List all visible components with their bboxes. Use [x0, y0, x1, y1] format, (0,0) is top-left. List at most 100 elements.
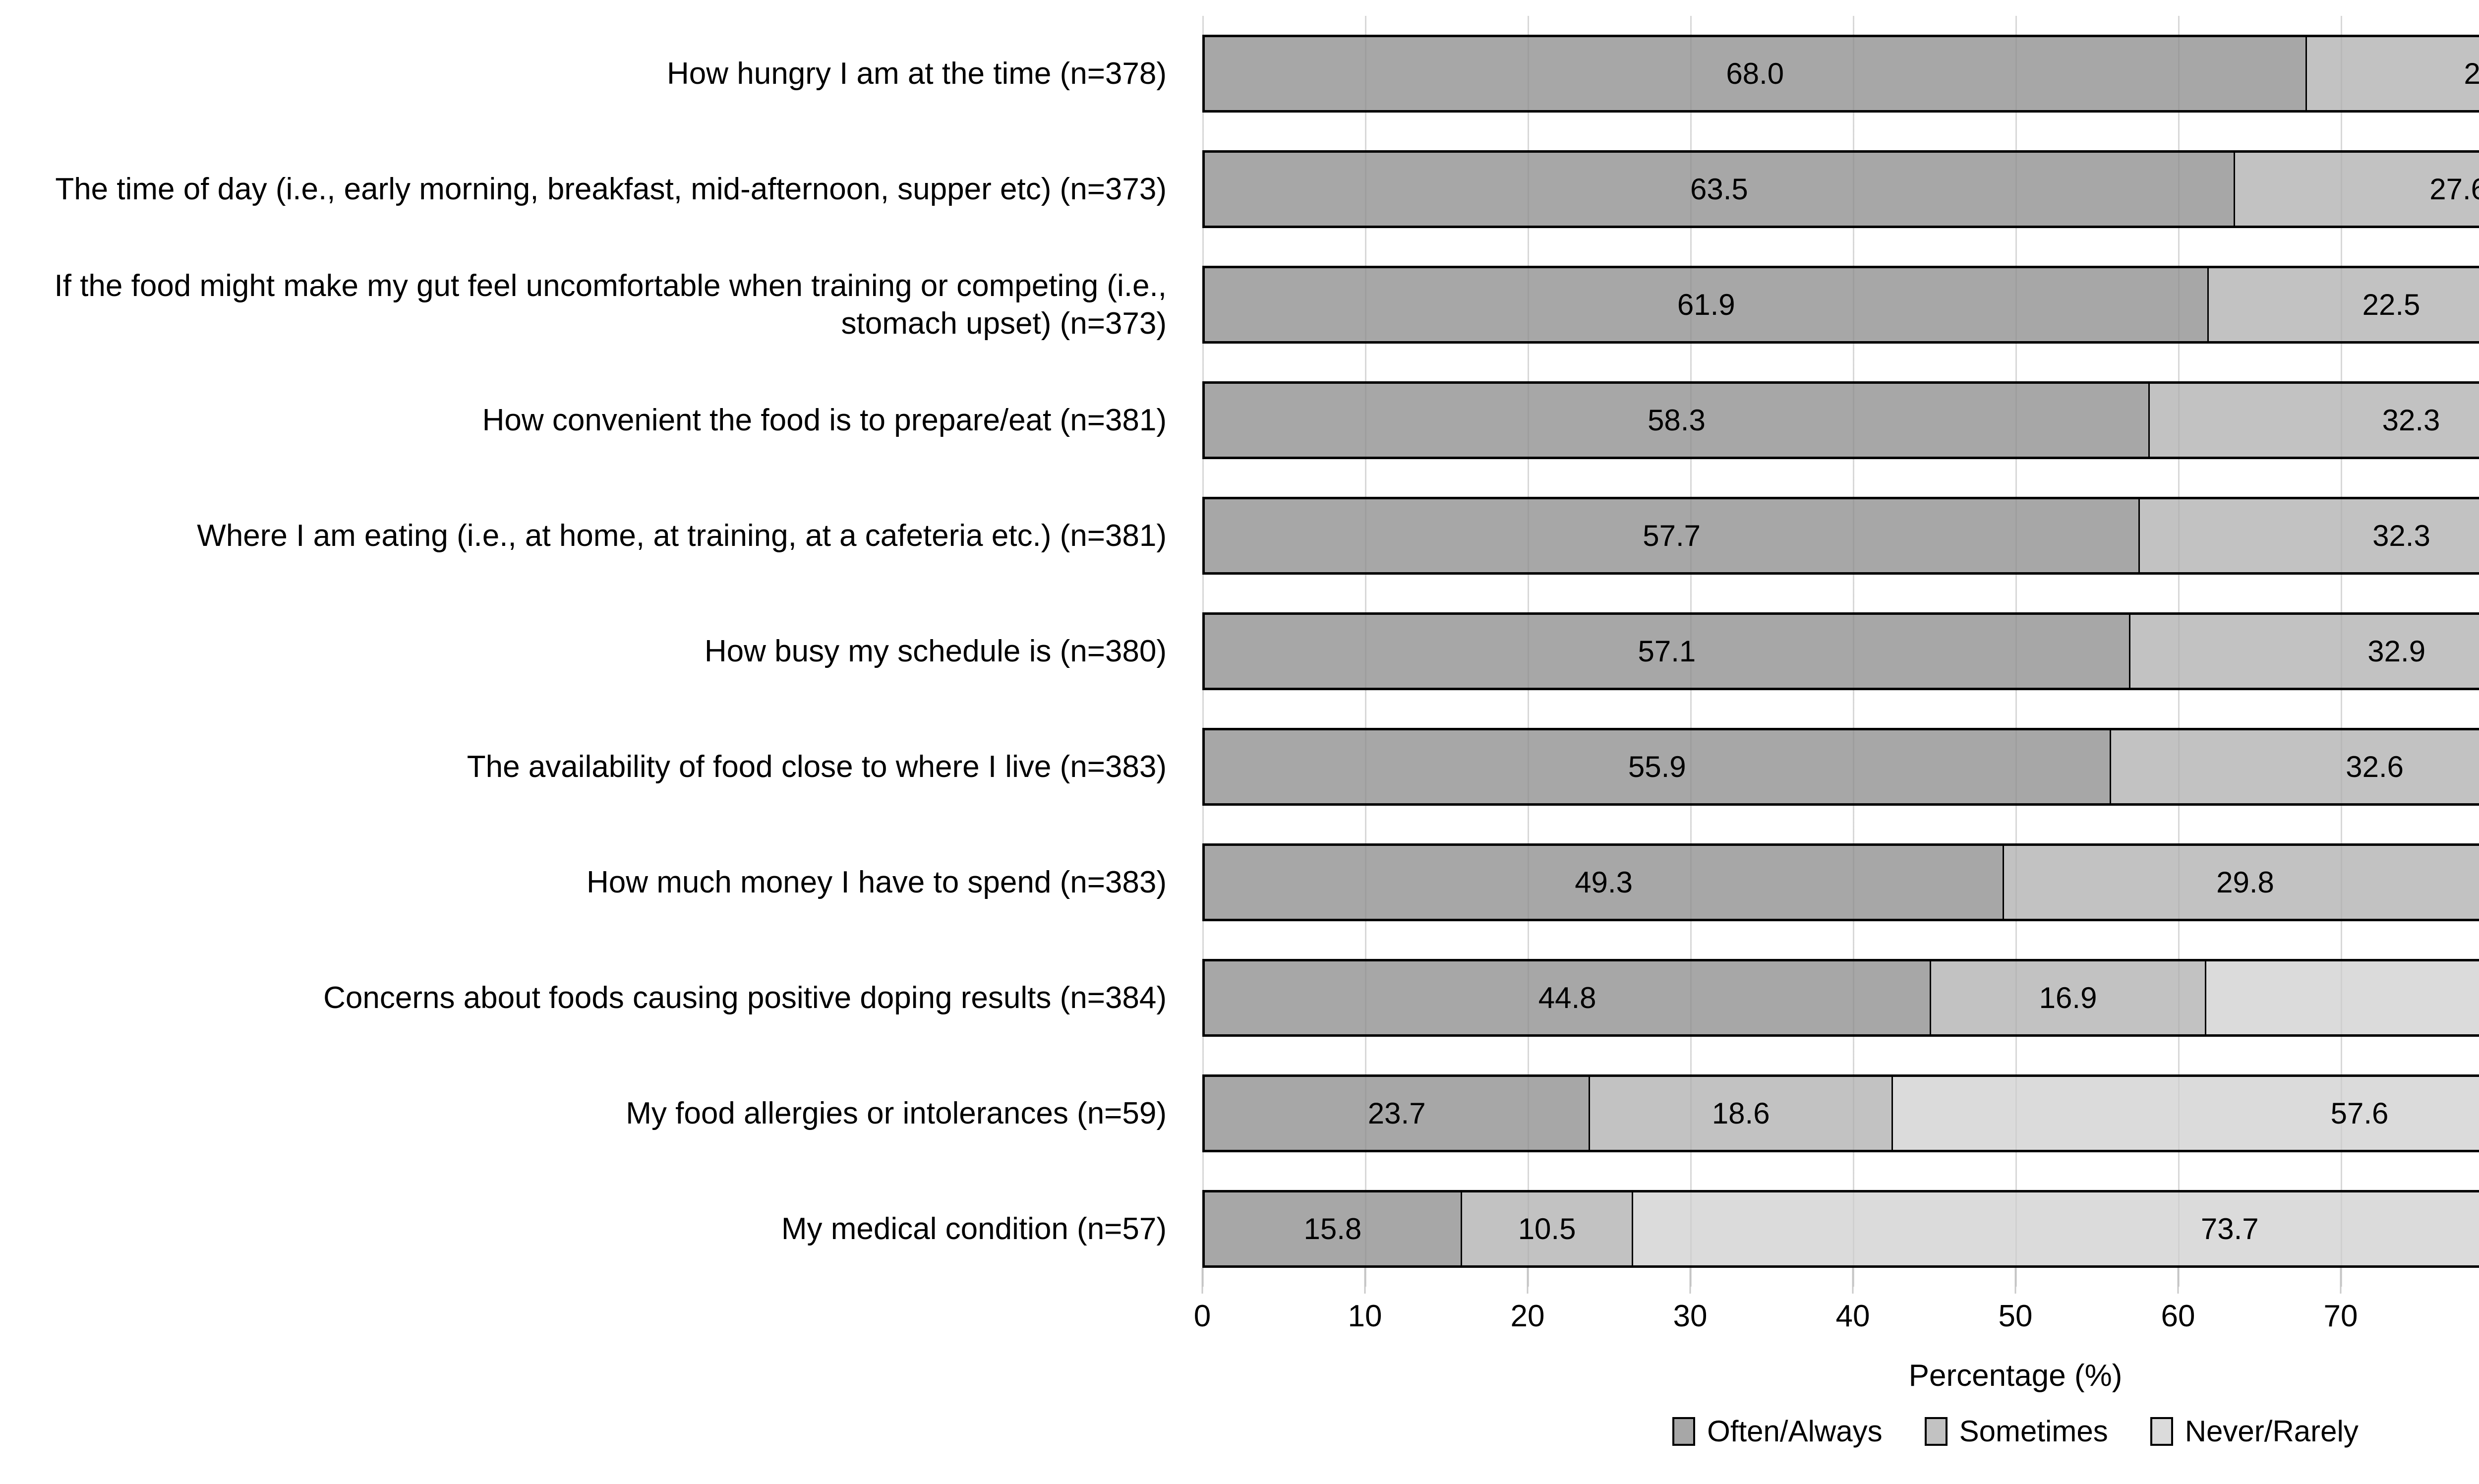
category-row: How busy my schedule is (n=380)57.132.91… — [0, 594, 2479, 709]
bar-segment-never-rarely: 73.7 — [1632, 1192, 2479, 1265]
segment-value-label: 57.7 — [1643, 519, 1701, 552]
segment-value-label: 10.5 — [1518, 1212, 1576, 1246]
category-row: If the food might make my gut feel uncom… — [0, 247, 2479, 362]
x-tick-label: 60 — [2161, 1299, 2195, 1333]
category-row: How much money I have to spend (n=383) 49… — [0, 825, 2479, 940]
x-tick-mark — [2014, 1268, 2016, 1294]
category-label: The time of day (i.e., early morning, br… — [55, 172, 1167, 206]
bar-segment-often-always: 49.3 — [1205, 846, 2003, 919]
bar-segment-often-always: 61.9 — [1205, 268, 2208, 341]
bar-segment-sometimes: 27.6 — [2233, 153, 2479, 226]
stacked-bar: 57.732.310.0 — [1202, 497, 2479, 575]
category-row: How convenient the food is to prepare/ea… — [0, 362, 2479, 478]
bar-segment-often-always: 15.8 — [1205, 1192, 1461, 1265]
stacked-bar: 44.8 16.9 38.3 — [1202, 959, 2479, 1037]
category-row: How hungry I am at the time (n=378) 68.0 2… — [0, 16, 2479, 131]
legend-label-never-rarely: Never/Rarely — [2184, 1415, 2359, 1448]
bar-segment-often-always: 23.7 — [1205, 1077, 1589, 1150]
bar-segment-often-always: 55.9 — [1205, 730, 2110, 803]
x-tick-label: 50 — [1998, 1299, 2033, 1333]
bar-segment-sometimes: 32.3 — [2148, 384, 2479, 457]
segment-value-label: 73.7 — [2200, 1212, 2259, 1246]
x-tick-mark — [1364, 1268, 1366, 1294]
x-tick-mark — [1852, 1268, 1854, 1294]
legend-swatch-sometimes — [1924, 1417, 1948, 1446]
segment-value-label: 63.5 — [1690, 173, 1748, 206]
x-axis: 0102030405060708090100 — [1194, 1268, 2479, 1353]
x-tick-label: 0 — [1193, 1299, 1211, 1333]
legend-swatch-often-always — [1672, 1417, 1696, 1446]
x-tick-mark — [1689, 1268, 1691, 1294]
category-label: How hungry I am at the time (n=378) — [667, 56, 1167, 91]
category-label: My food allergies or intolerances (n=59) — [626, 1096, 1167, 1130]
segment-value-label: 32.3 — [2382, 404, 2440, 437]
x-tick-mark — [1527, 1268, 1529, 1294]
category-label: Where I am eating (i.e., at home, at tra… — [197, 518, 1167, 553]
bar-segment-sometimes: 32.6 — [2109, 730, 2479, 803]
stacked-bar: 57.132.910.0 — [1202, 612, 2479, 690]
bar-segment-never-rarely: 57.6 — [1891, 1077, 2479, 1150]
stacked-bar: 61.922.515.5 — [1202, 266, 2479, 344]
segment-value-label: 57.1 — [1638, 635, 1696, 668]
x-tick-label: 10 — [1348, 1299, 1382, 1333]
segment-value-label: 58.3 — [1648, 404, 1706, 437]
segment-value-label: 68.0 — [1726, 57, 1784, 90]
category-rows: How hungry I am at the time (n=378) 68.0 2… — [0, 16, 2479, 1287]
bar-segment-sometimes: 23.0 — [2305, 37, 2479, 110]
x-tick-mark — [2340, 1268, 2342, 1294]
category-row: Concerns about foods causing positive do… — [0, 940, 2479, 1056]
segment-value-label: 49.3 — [1575, 866, 1633, 899]
x-axis-title: Percentage (%) — [1908, 1359, 2123, 1393]
segment-value-label: 23.0 — [2464, 57, 2479, 90]
segment-value-label: 16.9 — [2039, 981, 2097, 1014]
stacked-bar: 63.527.68.8 — [1202, 150, 2479, 228]
bar-segment-sometimes: 18.6 — [1589, 1077, 1892, 1150]
x-tick-label: 70 — [2323, 1299, 2358, 1333]
category-row: The time of day (i.e., early morning, br… — [0, 131, 2479, 247]
category-row: My food allergies or intolerances (n=59)… — [0, 1056, 2479, 1171]
bar-segment-often-always: 58.3 — [1205, 384, 2148, 457]
segment-value-label: 29.8 — [2216, 866, 2274, 899]
category-label: How much money I have to spend (n=383) — [586, 865, 1167, 899]
legend: Often/Always Sometimes Never/Rarely — [1202, 1414, 2479, 1448]
category-label: Concerns about foods causing positive do… — [323, 980, 1167, 1015]
segment-value-label: 44.8 — [1538, 981, 1596, 1014]
segment-value-label: 32.3 — [2372, 519, 2430, 552]
legend-label-sometimes: Sometimes — [1959, 1415, 2108, 1448]
segment-value-label: 18.6 — [1712, 1097, 1770, 1130]
stacked-bar: 68.023.09.0 — [1202, 35, 2479, 113]
category-row: Where I am eating (i.e., at home, at tra… — [0, 478, 2479, 594]
stacked-bar: 49.329.820.9 — [1202, 843, 2479, 921]
plot-area: How hungry I am at the time (n=378) 68.0 2… — [0, 16, 2479, 1287]
segment-value-label: 23.7 — [1367, 1097, 1426, 1130]
bar-segment-often-always: 68.0 — [1205, 37, 2305, 110]
bar-segment-often-always: 63.5 — [1205, 153, 2234, 226]
x-tick-label: 30 — [1673, 1299, 1708, 1333]
category-row: My medical condition (n=57) 15.8 10.5 73.7 — [0, 1171, 2479, 1287]
category-label: The availability of food close to where … — [467, 749, 1167, 784]
bar-segment-often-always: 44.8 — [1205, 961, 1930, 1034]
legend-item-often-always: Often/Always — [1672, 1414, 1883, 1448]
bar-segment-sometimes: 32.3 — [2138, 499, 2479, 572]
stacked-bar: 15.8 10.5 73.7 — [1202, 1190, 2479, 1268]
bar-segment-sometimes: 16.9 — [1930, 961, 2205, 1034]
legend-label-often-always: Often/Always — [1707, 1415, 1883, 1448]
x-tick-label: 20 — [1510, 1299, 1545, 1333]
segment-value-label: 32.9 — [2367, 635, 2426, 668]
category-row: The availability of food close to where … — [0, 709, 2479, 825]
segment-value-label: 27.6 — [2429, 173, 2479, 206]
segment-value-label: 57.6 — [2330, 1097, 2389, 1130]
legend-item-sometimes: Sometimes — [1924, 1414, 2108, 1448]
segment-value-label: 32.6 — [2346, 750, 2404, 783]
x-tick-label: 40 — [1835, 1299, 1870, 1333]
x-tick-mark — [1201, 1268, 1203, 1294]
bar-segment-sometimes: 10.5 — [1460, 1192, 1632, 1265]
category-label: My medical condition (n=57) — [781, 1211, 1167, 1246]
bar-segment-often-always: 57.1 — [1205, 615, 2129, 688]
segment-value-label: 61.9 — [1677, 288, 1735, 321]
category-label: How convenient the food is to prepare/ea… — [482, 403, 1167, 437]
category-label: How busy my schedule is (n=380) — [704, 634, 1167, 668]
bar-segment-sometimes: 32.9 — [2128, 615, 2479, 688]
bar-segment-sometimes: 29.8 — [2003, 846, 2479, 919]
